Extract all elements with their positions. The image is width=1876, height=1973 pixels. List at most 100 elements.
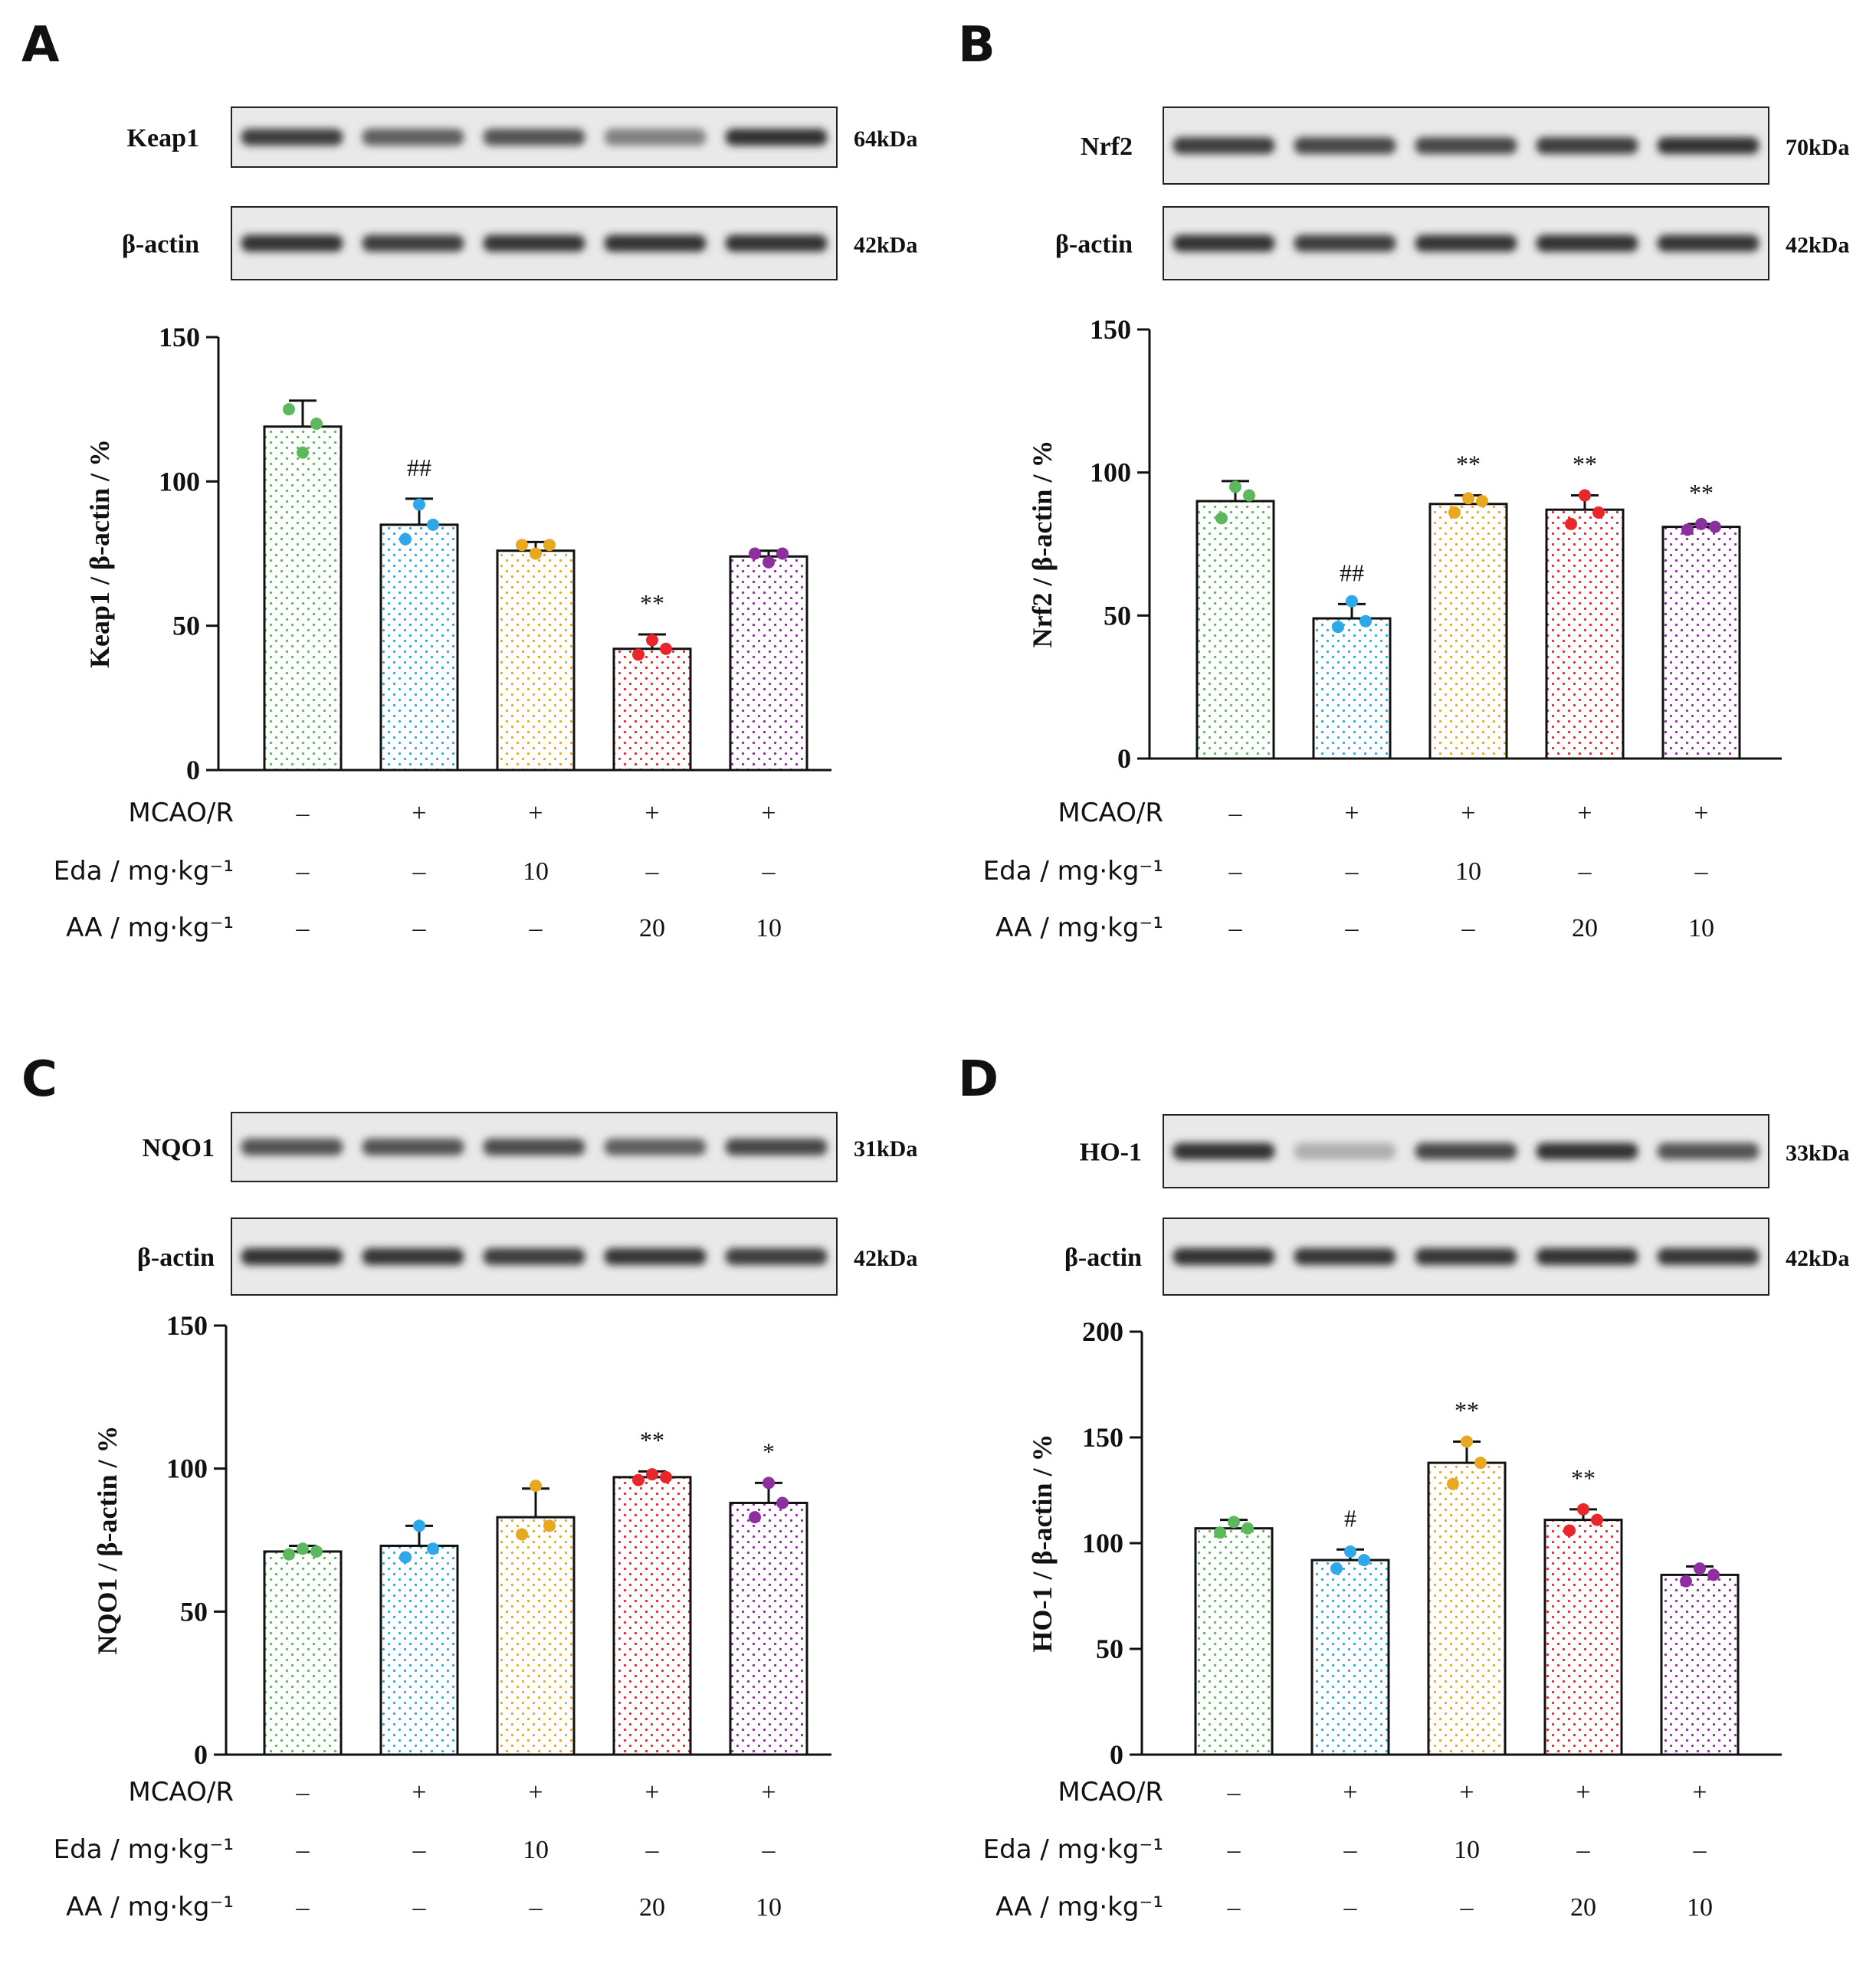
condition-value: + <box>761 799 776 828</box>
condition-label: MCAO/R <box>1058 798 1163 828</box>
blot-band <box>725 129 828 146</box>
blot-band <box>241 1139 343 1155</box>
blot-band <box>1657 234 1760 252</box>
blot-band <box>604 1139 707 1155</box>
blot-kda-label: 42kDa <box>1786 233 1849 258</box>
blot-band <box>1172 1248 1275 1265</box>
data-point <box>399 1551 412 1564</box>
data-point <box>516 539 528 552</box>
condition-value: + <box>1692 1778 1707 1807</box>
y-tick-label: 50 <box>1096 1634 1123 1664</box>
condition-value: + <box>644 799 659 828</box>
panel-letter: C <box>21 1051 57 1108</box>
data-point <box>776 547 789 560</box>
data-point <box>399 533 412 546</box>
data-point <box>1215 512 1228 525</box>
data-point <box>1214 1526 1226 1539</box>
blot-band <box>1294 137 1396 154</box>
data-point <box>530 547 542 560</box>
blot-band <box>1294 234 1396 252</box>
blot-kda-label: 42kDa <box>854 233 917 258</box>
blot-band <box>1172 137 1275 154</box>
y-tick-label: 100 <box>166 1454 208 1484</box>
blot-kda-label: 64kDa <box>854 126 917 152</box>
condition-value: 20 <box>639 914 665 942</box>
data-point <box>1461 1435 1473 1448</box>
western-blot: NQO1 31kDa β-actin 42kDa <box>137 1112 917 1296</box>
condition-label: AA / mg·kg⁻¹ <box>995 1892 1163 1922</box>
data-point <box>1229 480 1241 493</box>
panel-b: B Nrf2 70kDa β-actin 42kDa 0 50 100 150 Nrf2 / β-… <box>958 17 1849 943</box>
condition-value: 10 <box>523 1836 549 1864</box>
condition-value: 10 <box>756 914 782 942</box>
significance-label: ** <box>1455 1397 1479 1424</box>
blot-kda-label: 31kDa <box>854 1136 917 1162</box>
condition-value: – <box>412 914 427 942</box>
blot-kda-label: 42kDa <box>1786 1246 1849 1271</box>
blot-protein-label: HO-1 <box>1080 1139 1142 1167</box>
data-point <box>749 547 761 560</box>
blot-band <box>1536 1248 1638 1265</box>
data-point <box>310 418 323 430</box>
significance-label: ** <box>1689 479 1714 506</box>
blot-band <box>1172 1142 1275 1160</box>
bar <box>496 1516 576 1756</box>
condition-value: – <box>645 857 660 886</box>
condition-value: – <box>1343 1836 1358 1864</box>
bar <box>1195 500 1275 760</box>
data-point <box>1346 595 1358 608</box>
significance-label: ## <box>1340 559 1364 586</box>
blot-protein-label: β-actin <box>1055 231 1133 259</box>
data-point <box>413 498 425 511</box>
bar <box>612 647 692 772</box>
data-point <box>1447 1477 1459 1490</box>
blot-band <box>1415 137 1517 154</box>
data-point <box>646 1468 658 1481</box>
condition-value: – <box>1578 857 1592 886</box>
y-tick-label: 0 <box>186 755 200 785</box>
condition-value: – <box>412 1836 427 1864</box>
condition-value: 20 <box>1572 914 1598 942</box>
western-blot: Nrf2 70kDa β-actin 42kDa <box>1055 107 1849 280</box>
bar <box>1310 1558 1390 1756</box>
condition-table: MCAO/R – + + + + Eda / mg·kg⁻¹ – – 10 – – AA / mg·kg… <box>983 1777 1713 1922</box>
y-tick-label: 50 <box>172 611 200 641</box>
condition-value: + <box>1343 1778 1357 1807</box>
condition-value: 20 <box>1570 1893 1596 1922</box>
bar <box>1545 508 1625 760</box>
condition-value: – <box>1345 857 1359 886</box>
western-blot: HO-1 33kDa β-actin 42kDa <box>1064 1114 1849 1296</box>
data-point <box>1474 1457 1487 1470</box>
condition-value: – <box>296 1893 310 1922</box>
blot-kda-label: 42kDa <box>854 1246 917 1271</box>
bar <box>379 1544 459 1756</box>
condition-value: + <box>761 1778 776 1807</box>
significance-label: ** <box>1456 451 1481 478</box>
significance-label: ** <box>1573 451 1597 478</box>
condition-label: MCAO/R <box>1058 1777 1163 1807</box>
y-tick-label: 0 <box>194 1739 208 1770</box>
condition-value: – <box>296 1778 310 1807</box>
condition-value: 10 <box>1455 857 1481 886</box>
data-point <box>1359 615 1372 628</box>
blot-band <box>483 1139 585 1155</box>
blot-band <box>1415 1142 1517 1160</box>
data-point <box>749 1511 761 1524</box>
condition-value: – <box>1227 1778 1241 1807</box>
condition-label: Eda / mg·kg⁻¹ <box>983 856 1163 887</box>
blot-kda-label: 70kDa <box>1786 135 1849 160</box>
condition-label: Eda / mg·kg⁻¹ <box>54 1834 234 1865</box>
condition-value: + <box>528 1778 543 1807</box>
significance-label: * <box>763 1437 775 1465</box>
condition-value: – <box>296 799 310 828</box>
condition-value: 10 <box>1688 914 1714 942</box>
data-point <box>1228 1516 1240 1529</box>
data-point <box>1707 1568 1720 1581</box>
blot-strip: β-actin 42kDa <box>137 1218 917 1296</box>
condition-value: + <box>1461 799 1475 828</box>
significance-label: ** <box>1571 1464 1596 1492</box>
data-point <box>427 1542 439 1555</box>
blot-band <box>1415 1248 1517 1265</box>
condition-value: – <box>1693 1836 1707 1864</box>
